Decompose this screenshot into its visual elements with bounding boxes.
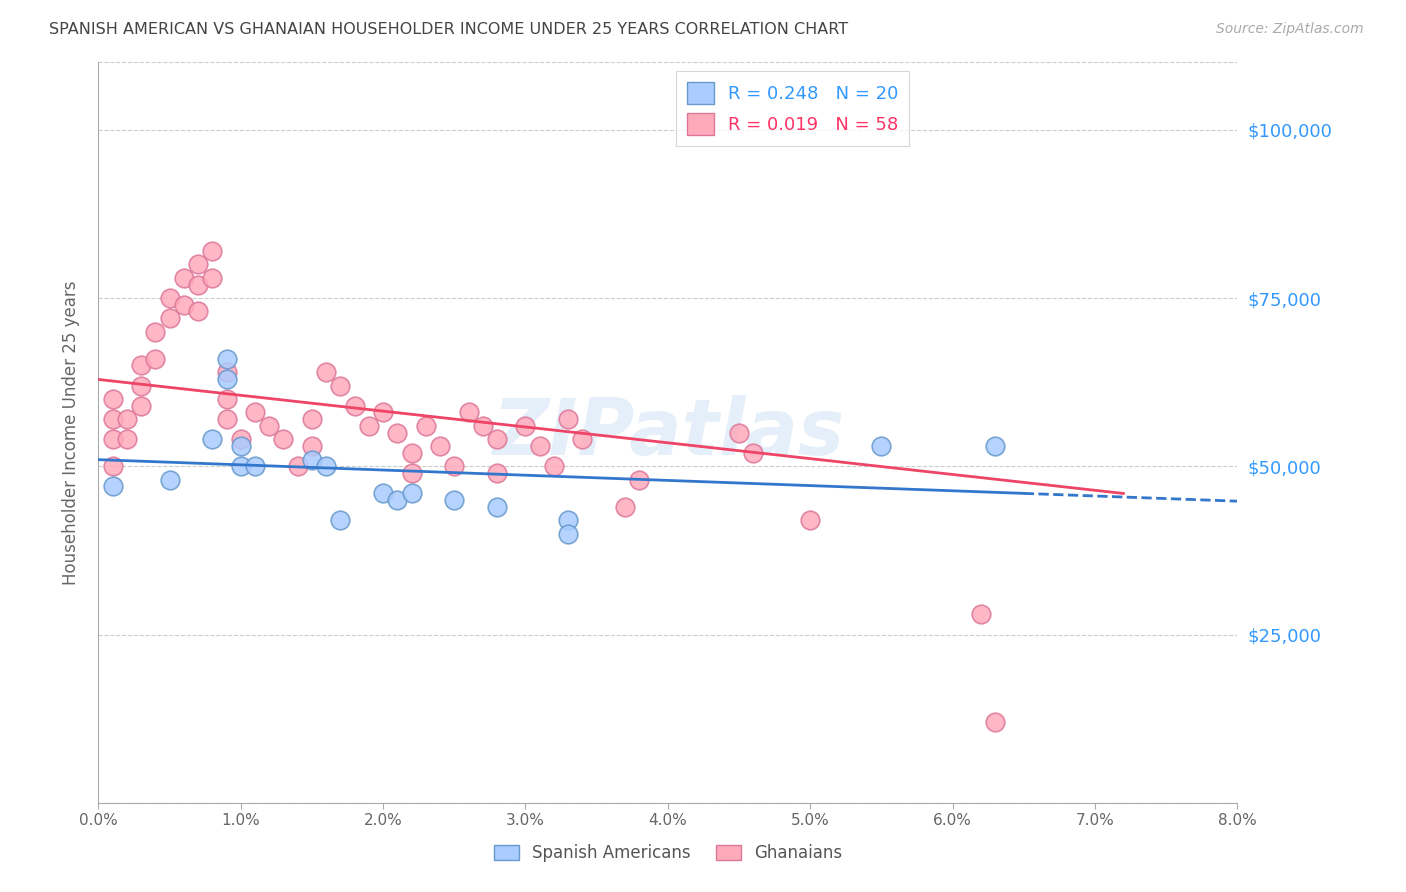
Point [457, 405, 479, 419]
Point [173, 298, 195, 312]
Point [187, 257, 209, 271]
Point [201, 433, 224, 447]
Point [401, 486, 423, 500]
Legend: Spanish Americans, Ghanaians: Spanish Americans, Ghanaians [486, 838, 849, 869]
Point [229, 459, 252, 474]
Point [557, 412, 579, 426]
Point [984, 714, 1007, 729]
Point [486, 433, 509, 447]
Point [173, 270, 195, 285]
Point [243, 459, 266, 474]
Point [486, 466, 509, 480]
Point [870, 439, 893, 453]
Point [799, 513, 821, 527]
Point [229, 433, 252, 447]
Point [129, 359, 152, 373]
Point [387, 492, 409, 507]
Point [215, 412, 238, 426]
Point [557, 526, 579, 541]
Point [229, 439, 252, 453]
Point [301, 439, 323, 453]
Point [159, 311, 181, 326]
Y-axis label: Householder Income Under 25 years: Householder Income Under 25 years [62, 280, 80, 585]
Point [159, 291, 181, 305]
Point [259, 418, 281, 433]
Point [728, 425, 751, 440]
Point [201, 270, 224, 285]
Point [315, 365, 337, 379]
Point [529, 439, 551, 453]
Point [471, 418, 494, 433]
Point [984, 439, 1007, 453]
Point [101, 392, 124, 406]
Point [415, 418, 437, 433]
Point [287, 459, 309, 474]
Point [371, 486, 394, 500]
Point [243, 405, 266, 419]
Point [129, 399, 152, 413]
Text: ZIPatlas: ZIPatlas [492, 394, 844, 471]
Point [486, 500, 509, 514]
Point [129, 378, 152, 392]
Point [215, 351, 238, 366]
Point [343, 399, 366, 413]
Point [101, 433, 124, 447]
Point [101, 459, 124, 474]
Point [371, 405, 394, 419]
Point [187, 304, 209, 318]
Text: Source: ZipAtlas.com: Source: ZipAtlas.com [1216, 22, 1364, 37]
Point [401, 466, 423, 480]
Point [273, 433, 295, 447]
Point [101, 412, 124, 426]
Point [515, 418, 537, 433]
Point [301, 452, 323, 467]
Point [145, 351, 167, 366]
Point [115, 412, 138, 426]
Point [101, 479, 124, 493]
Text: SPANISH AMERICAN VS GHANAIAN HOUSEHOLDER INCOME UNDER 25 YEARS CORRELATION CHART: SPANISH AMERICAN VS GHANAIAN HOUSEHOLDER… [49, 22, 848, 37]
Point [571, 433, 593, 447]
Point [159, 473, 181, 487]
Point [357, 418, 380, 433]
Point [215, 392, 238, 406]
Point [557, 513, 579, 527]
Point [614, 500, 637, 514]
Point [429, 439, 451, 453]
Point [329, 378, 352, 392]
Point [301, 412, 323, 426]
Point [215, 365, 238, 379]
Point [145, 325, 167, 339]
Point [329, 513, 352, 527]
Point [628, 473, 651, 487]
Point [443, 459, 465, 474]
Point [970, 607, 993, 622]
Point [187, 277, 209, 292]
Point [215, 372, 238, 386]
Point [387, 425, 409, 440]
Point [443, 492, 465, 507]
Point [201, 244, 224, 258]
Point [315, 459, 337, 474]
Point [742, 446, 765, 460]
Point [543, 459, 565, 474]
Point [115, 433, 138, 447]
Point [401, 446, 423, 460]
